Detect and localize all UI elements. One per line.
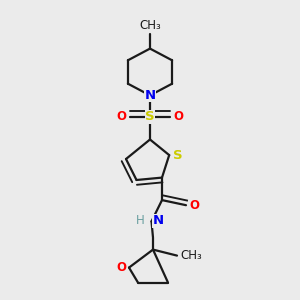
Text: S: S (145, 110, 155, 124)
Text: CH₃: CH₃ (139, 20, 161, 32)
Text: O: O (189, 199, 199, 212)
Text: O: O (173, 110, 183, 124)
Text: S: S (173, 148, 182, 162)
Text: H: H (136, 214, 145, 227)
Text: O: O (116, 261, 126, 274)
Text: N: N (144, 89, 156, 102)
Text: O: O (117, 110, 127, 124)
Text: N: N (152, 214, 164, 227)
Text: CH₃: CH₃ (180, 249, 202, 262)
